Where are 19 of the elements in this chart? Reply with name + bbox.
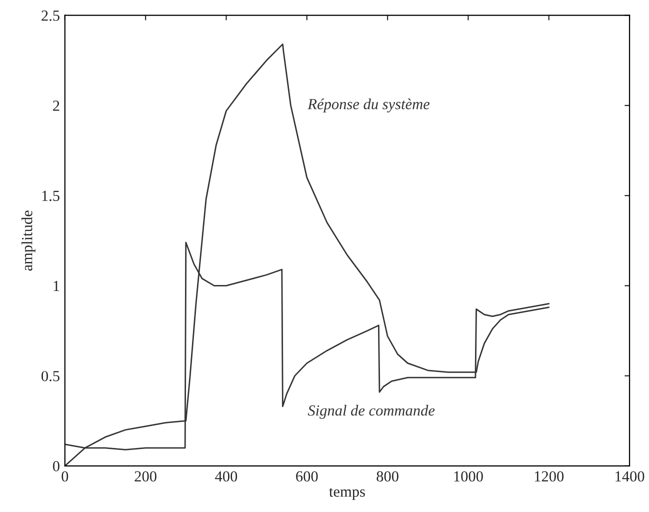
x-tick-label: 800 bbox=[376, 471, 398, 482]
x-tick-label: 600 bbox=[296, 471, 318, 482]
y-tick-label: 2.5 bbox=[42, 10, 60, 21]
series-label: Signal de commande bbox=[308, 404, 435, 419]
x-tick-label: 200 bbox=[134, 471, 156, 482]
x-axis-title: temps bbox=[329, 488, 365, 500]
y-axis-title: amplitude bbox=[22, 210, 36, 271]
x-tick-label: 1400 bbox=[616, 471, 644, 482]
y-tick-label: 2 bbox=[53, 100, 60, 111]
y-tick-label: 0 bbox=[52, 461, 60, 472]
y-tick-label: 1.5 bbox=[42, 190, 60, 202]
x-tick-label: 0 bbox=[62, 471, 68, 482]
x-tick-label: 1200 bbox=[534, 471, 564, 482]
y-tick-label: 0.5 bbox=[42, 370, 60, 382]
line-series bbox=[64, 44, 550, 466]
y-tick-label: 1 bbox=[54, 280, 60, 291]
x-tick-label: 400 bbox=[215, 471, 238, 482]
series-label: Réponse du système bbox=[308, 98, 430, 112]
x-tick-label: 1000 bbox=[454, 471, 483, 482]
